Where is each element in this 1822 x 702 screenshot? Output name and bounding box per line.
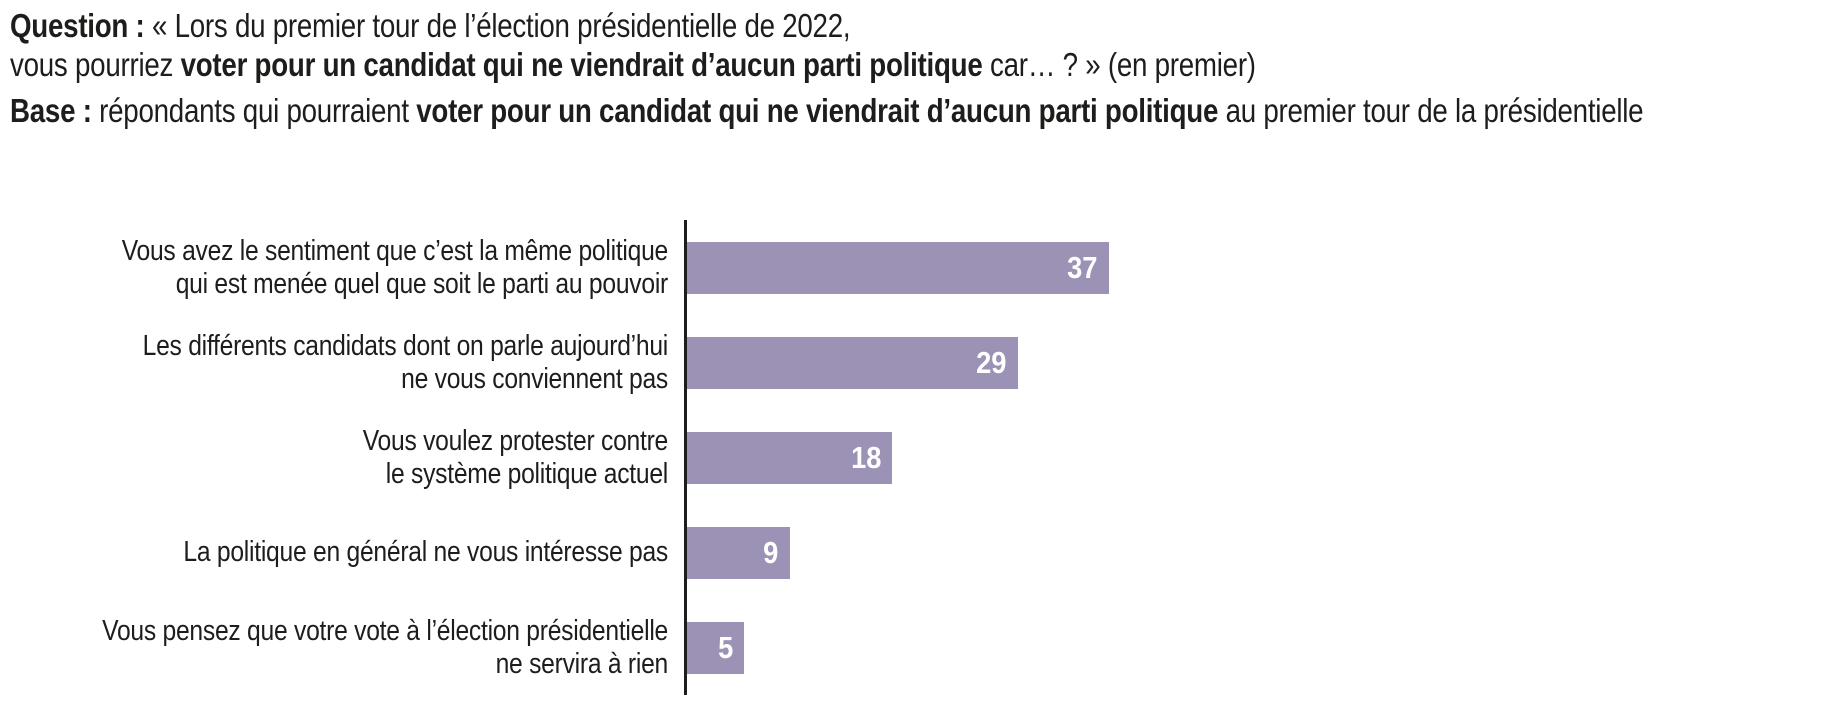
chart-row: Vous pensez que votre vote à l’élection …	[0, 600, 1822, 695]
question-line-2: vous pourriez voter pour un candidat qui…	[10, 45, 1643, 84]
plot-area: 29	[684, 315, 1822, 410]
chart-row: Vous voulez protester contre le système p…	[0, 410, 1822, 505]
value-label: 29	[976, 344, 1007, 380]
category-label-line: ne vous conviennent pas	[401, 362, 668, 395]
bar: 29	[687, 336, 1018, 389]
plot-area: 18	[684, 410, 1822, 505]
category-label: Vous avez le sentiment que c’est la même…	[100, 234, 669, 301]
category-label: Vous voulez protester contre le système p…	[100, 424, 669, 491]
category-label-line: La politique en général ne vous intéress…	[183, 536, 668, 568]
question-line2-end: car… ? » (en premier)	[982, 46, 1256, 83]
category-label: Les différents candidats dont on parle a…	[100, 329, 669, 396]
category-label-line: ne servira à rien	[495, 647, 669, 680]
plot-area: 9	[684, 505, 1822, 600]
value-label: 5	[717, 629, 733, 665]
value-label: 18	[850, 439, 882, 475]
value-label: 37	[1067, 249, 1098, 285]
plot-area: 5	[684, 600, 1822, 695]
category-label: Vous pensez que votre vote à l’élection …	[100, 615, 668, 681]
bar-chart: Vous avez le sentiment que c’est la même…	[0, 220, 1822, 695]
value-label: 9	[763, 534, 779, 570]
base-end: au premier tour de la présidentielle	[1218, 92, 1644, 129]
bar: 18	[687, 431, 893, 484]
category-label: La politique en général ne vous intéress…	[100, 536, 668, 569]
category-label-line: qui est menée quel que soit le parti au …	[175, 267, 669, 300]
chart-row: Les différents candidats dont on parle a…	[0, 315, 1822, 410]
bar: 5	[687, 621, 744, 674]
plot-area: 37	[684, 220, 1822, 315]
base-bold: voter pour un candidat qui ne viendrait …	[416, 92, 1219, 129]
bar: 9	[687, 526, 790, 579]
question-label: Question :	[10, 7, 145, 44]
category-label-line: Vous avez le sentiment que c’est la même…	[121, 234, 669, 267]
base-start: répondants qui pourraient	[91, 92, 417, 129]
question-line2-start: vous pourriez	[10, 46, 181, 83]
category-label-line: Vous pensez que votre vote à l’élection …	[102, 614, 669, 647]
category-label-line: le système politique actuel	[385, 457, 668, 490]
category-label-line: Vous voulez protester contre	[362, 424, 669, 457]
chart-row: Vous avez le sentiment que c’est la même…	[0, 220, 1822, 315]
question-line-1: Question : « Lors du premier tour de l’é…	[10, 6, 1643, 45]
category-label-line: Les différents candidats dont on parle a…	[142, 329, 669, 362]
base-label: Base :	[10, 92, 92, 129]
bar: 37	[687, 241, 1109, 294]
question-intro: « Lors du premier tour de l’élection pré…	[144, 7, 851, 44]
question-line2-bold: voter pour un candidat qui ne viendrait …	[180, 46, 983, 83]
chart-row: La politique en général ne vous intéress…	[0, 505, 1822, 600]
base-line: Base : répondants qui pourraient voter p…	[10, 91, 1644, 130]
header: Question : « Lors du premier tour de l’é…	[10, 6, 1644, 130]
